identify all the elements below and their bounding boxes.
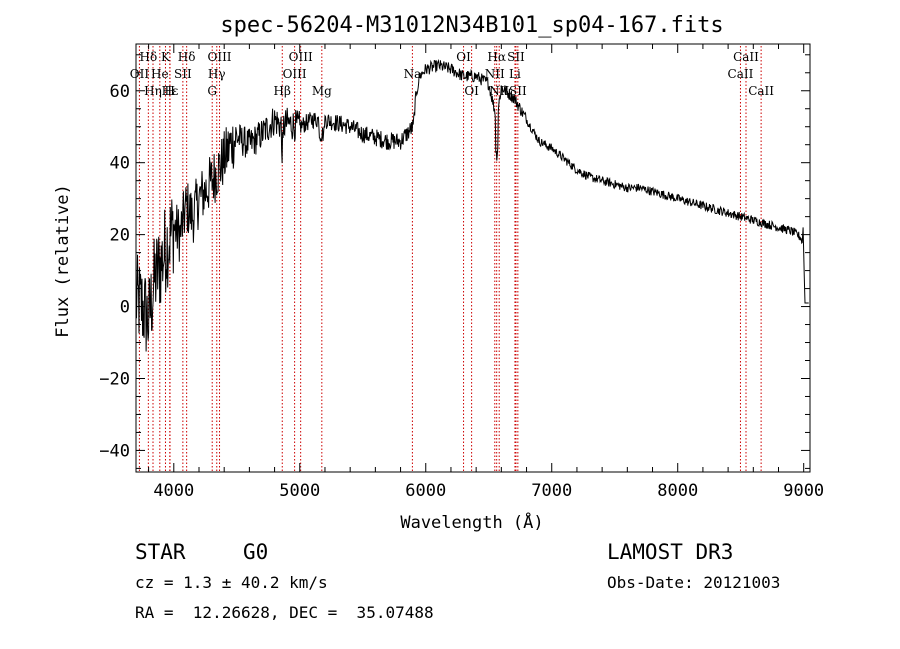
line-marker-label: Li (509, 67, 521, 81)
x-axis-ticks: 4000 5000 6000 7000 8000 9000 (148, 44, 824, 501)
y-tick-label: 60 (110, 82, 130, 102)
line-marker-label: OII (130, 67, 150, 81)
line-marker-label: SII (174, 67, 192, 81)
line-marker-label: CaII (728, 67, 754, 81)
line-marker-label: NII (485, 67, 505, 81)
line-marker-label: K (161, 50, 171, 64)
x-tick-label: 8000 (657, 481, 698, 501)
y-tick-label: 0 (120, 298, 130, 318)
line-marker-label: Mg (312, 84, 332, 98)
x-tick-label: 5000 (279, 481, 320, 501)
y-tick-label: 20 (110, 226, 130, 246)
line-marker-label: OIII (207, 50, 231, 64)
coordinates: RA = 12.26628, DEC = 35.07488 (135, 603, 434, 622)
x-axis-label: Wavelength (Å) (400, 511, 543, 533)
line-marker-label: Na (404, 67, 422, 81)
y-tick-label: −40 (99, 441, 130, 461)
spectrum-line (135, 58, 809, 352)
line-marker-label: CaII (748, 84, 774, 98)
object-class: STAR (135, 540, 186, 564)
line-marker-label: Hα (487, 50, 506, 64)
line-marker-label: Hγ (208, 67, 226, 81)
line-marker-label: Hδ (178, 50, 196, 64)
line-marker-label: SII (507, 50, 525, 64)
line-marker-label: OI (456, 50, 471, 64)
y-axis-label: Flux (relative) (53, 184, 73, 338)
spectral-subclass: G0 (243, 540, 269, 564)
x-tick-label: 4000 (153, 481, 194, 501)
line-markers (138, 46, 762, 471)
line-marker-label: H (165, 84, 175, 98)
line-marker-label: G (207, 84, 217, 98)
chart-title: spec-56204-M31012N34B101_sp04-167.fits (220, 13, 723, 38)
plot-frame (135, 43, 811, 473)
line-marker-label: Hη (144, 84, 162, 98)
line-marker-label: OI (464, 84, 479, 98)
line-marker-label: Hε (162, 84, 179, 98)
line-marker-label: OIII (283, 67, 307, 81)
y-tick-label: −20 (99, 369, 130, 389)
x-tick-label: 9000 (783, 481, 824, 501)
line-marker-label: Hδ (139, 50, 157, 64)
line-marker-label: He (151, 67, 169, 81)
observation-date: Obs-Date: 20121003 (607, 573, 781, 592)
line-marker-label: Hβ (274, 84, 291, 98)
x-tick-label: 6000 (405, 481, 446, 501)
y-axis-ticks: −40 −20 0 20 40 60 (99, 54, 810, 469)
redshift-velocity: cz = 1.3 ± 40.2 km/s (135, 573, 328, 592)
survey-name: LAMOST DR3 (607, 540, 734, 564)
x-tick-label: 7000 (531, 481, 572, 501)
y-tick-label: 40 (110, 154, 130, 174)
line-marker-label: SII (509, 84, 527, 98)
line-marker-label: CaII (733, 50, 759, 64)
line-marker-label: OIII (289, 50, 313, 64)
